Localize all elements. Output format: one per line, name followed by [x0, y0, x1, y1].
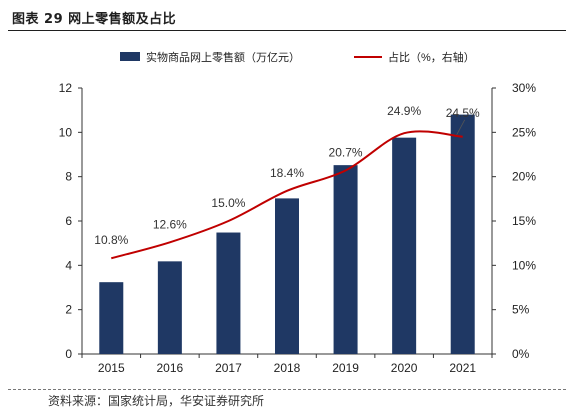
- x-tick-label: 2015: [98, 361, 125, 375]
- right-tick-label: 20%: [512, 170, 536, 184]
- x-tick-label: 2017: [215, 361, 242, 375]
- right-tick-label: 30%: [512, 81, 536, 95]
- legend-bar-label: 实物商品网上零售额（万亿元）: [146, 50, 300, 64]
- x-tick-label: 2018: [274, 361, 301, 375]
- title-divider: [8, 30, 566, 31]
- left-tick-label: 12: [59, 81, 73, 95]
- right-tick-label: 15%: [512, 214, 536, 228]
- bar-series: [99, 114, 475, 354]
- bar: [99, 282, 124, 354]
- bar: [392, 137, 417, 354]
- right-tick-label: 25%: [512, 125, 536, 139]
- data-label: 10.8%: [94, 233, 128, 247]
- legend-line-label: 占比（%，右轴）: [388, 50, 475, 64]
- line-series: [111, 130, 463, 260]
- source-note: 资料来源：国家统计局，华安证券研究所: [48, 394, 265, 408]
- x-tick-label: 2020: [391, 361, 418, 375]
- figure-title: 图表 29 网上零售额及占比: [12, 12, 177, 27]
- bar: [275, 198, 299, 354]
- x-tick-label: 2016: [157, 361, 184, 375]
- axes: 0 2 4 6 8 10 12 0% 5% 10% 15% 20% 25% 30% 2015 2016 2017…: [59, 81, 537, 375]
- bar: [216, 232, 241, 354]
- x-tick-label: 2019: [332, 361, 359, 375]
- left-tick-label: 8: [65, 170, 72, 184]
- data-label: 12.6%: [153, 217, 187, 231]
- bar: [450, 114, 475, 354]
- left-tick-label: 0: [65, 347, 72, 361]
- data-label: 15.0%: [211, 196, 245, 210]
- left-tick-label: 4: [65, 258, 72, 272]
- bar: [333, 165, 358, 354]
- left-tick-label: 2: [65, 303, 72, 317]
- left-tick-label: 10: [59, 125, 73, 139]
- chart: 实物商品网上零售额（万亿元） 占比（%，右轴） 0 2 4 6 8 10 12 0% 5% 10%…: [59, 50, 537, 375]
- label-leader: [456, 119, 466, 135]
- legend: 实物商品网上零售额（万亿元） 占比（%，右轴）: [120, 50, 475, 64]
- legend-bar-swatch: [120, 52, 140, 61]
- right-tick-label: 5%: [512, 303, 530, 317]
- left-tick-label: 6: [65, 214, 72, 228]
- source-divider: [8, 389, 566, 390]
- data-label: 18.4%: [270, 166, 304, 180]
- data-label: 20.7%: [329, 145, 363, 159]
- right-tick-label: 10%: [512, 258, 536, 272]
- x-tick-label: 2021: [449, 361, 476, 375]
- data-label: 24.5%: [446, 106, 480, 120]
- data-label: 24.9%: [387, 104, 421, 118]
- right-tick-label: 0%: [512, 347, 530, 361]
- bar: [157, 261, 182, 354]
- data-labels: 10.8% 12.6% 15.0% 18.4% 20.7% 24.9% 24.5%: [94, 104, 480, 247]
